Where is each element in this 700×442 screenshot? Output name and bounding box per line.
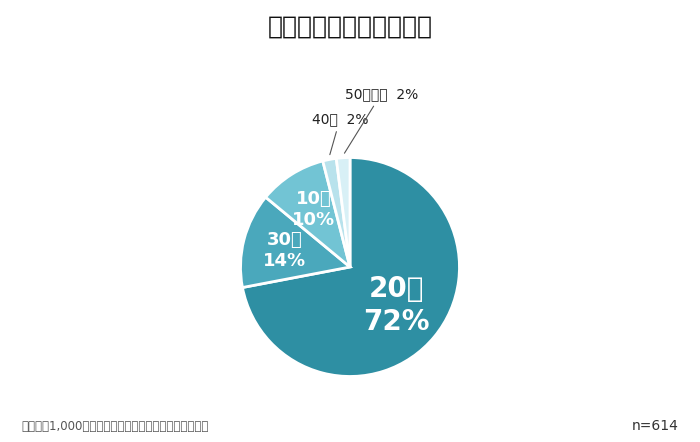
Text: 働く男兴1,000人への職場恋愛に関するアンケート調査: 働く男兴1,000人への職場恋愛に関するアンケート調査 — [21, 420, 209, 433]
Text: 30代
14%: 30代 14% — [262, 231, 306, 270]
Wedge shape — [265, 161, 350, 267]
Wedge shape — [241, 197, 350, 287]
Text: 20代
72%: 20代 72% — [363, 275, 430, 335]
Title: 職場恋愛をした年齢は？: 職場恋愛をした年齢は？ — [267, 15, 433, 39]
Text: 50代以上  2%: 50代以上 2% — [344, 87, 418, 153]
Text: n=614: n=614 — [632, 419, 679, 433]
Text: 10代
10%: 10代 10% — [292, 191, 335, 229]
Wedge shape — [242, 157, 459, 377]
Text: 40代  2%: 40代 2% — [312, 112, 368, 155]
Wedge shape — [336, 157, 350, 267]
Wedge shape — [323, 158, 350, 267]
